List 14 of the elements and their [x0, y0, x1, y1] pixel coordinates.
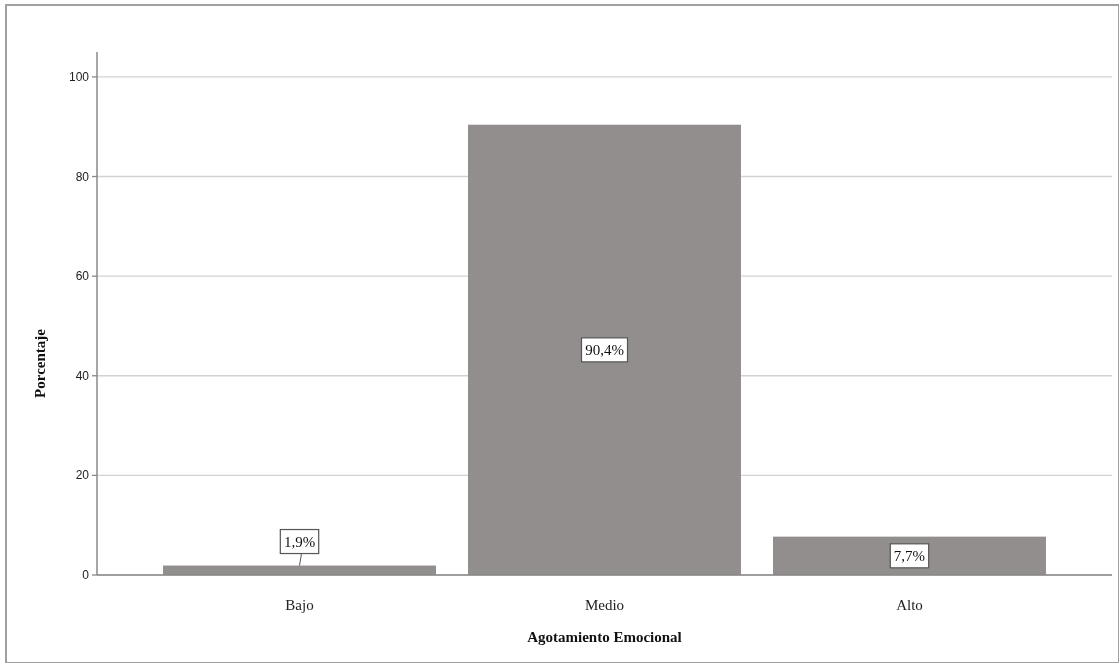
y-tick-label: 20 — [75, 468, 90, 483]
x-tick-label: Alto — [896, 597, 923, 613]
x-tick-label: Medio — [584, 597, 625, 613]
data-label: 7,7% — [893, 547, 926, 564]
data-label: 90,4% — [585, 341, 624, 358]
x-axis-title: Agotamiento Emocional — [527, 629, 682, 645]
y-tick-label: 100 — [68, 69, 90, 84]
y-tick-label: 60 — [75, 269, 90, 284]
y-axis-title: Porcentaje — [32, 328, 48, 398]
y-tick-label: 0 — [82, 568, 90, 582]
y-tick-label: 80 — [75, 169, 90, 184]
y-tick-label: 40 — [75, 368, 90, 383]
data-label: 1,9% — [283, 533, 316, 550]
x-tick-label: Bajo — [285, 597, 314, 613]
